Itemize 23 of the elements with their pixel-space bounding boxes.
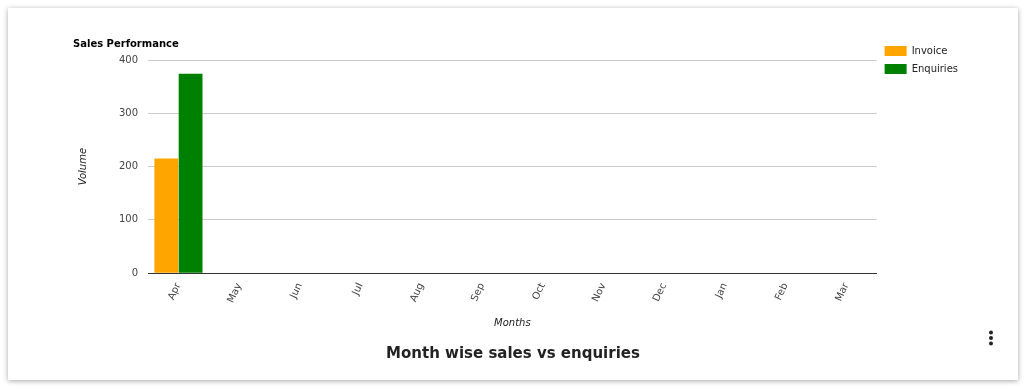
y-axis-title: Volume [76,147,88,186]
x-tick-label: Jul [349,281,365,298]
chart-title: Sales Performance [73,37,179,49]
x-tick-label: Nov [589,280,608,304]
y-tick-label: 200 [118,160,139,172]
x-tick-label: Jan [712,281,730,301]
x-tick-label: Apr [165,280,183,302]
y-tick-label: 400 [118,53,139,65]
x-tick-label: Sep [468,281,487,303]
x-tick-label: Dec [650,281,669,304]
y-tick-label: 100 [118,213,139,225]
x-tick-label: Aug [407,281,426,304]
x-tick-label: Feb [772,281,790,302]
legend-label: Enquiries [911,62,958,74]
text: Month wise sales vs enquiries [385,344,641,362]
x-tick-label: May [224,280,244,305]
y-tick-label: 0 [131,266,139,278]
x-tick-label: Oct [529,280,547,302]
x-tick-label: Jun [287,281,305,301]
y-tick-label: 300 [118,106,139,118]
x-axis-title: Months [494,316,531,328]
x-tick-label: Mar [832,280,851,303]
legend-label: Invoice [911,44,948,56]
